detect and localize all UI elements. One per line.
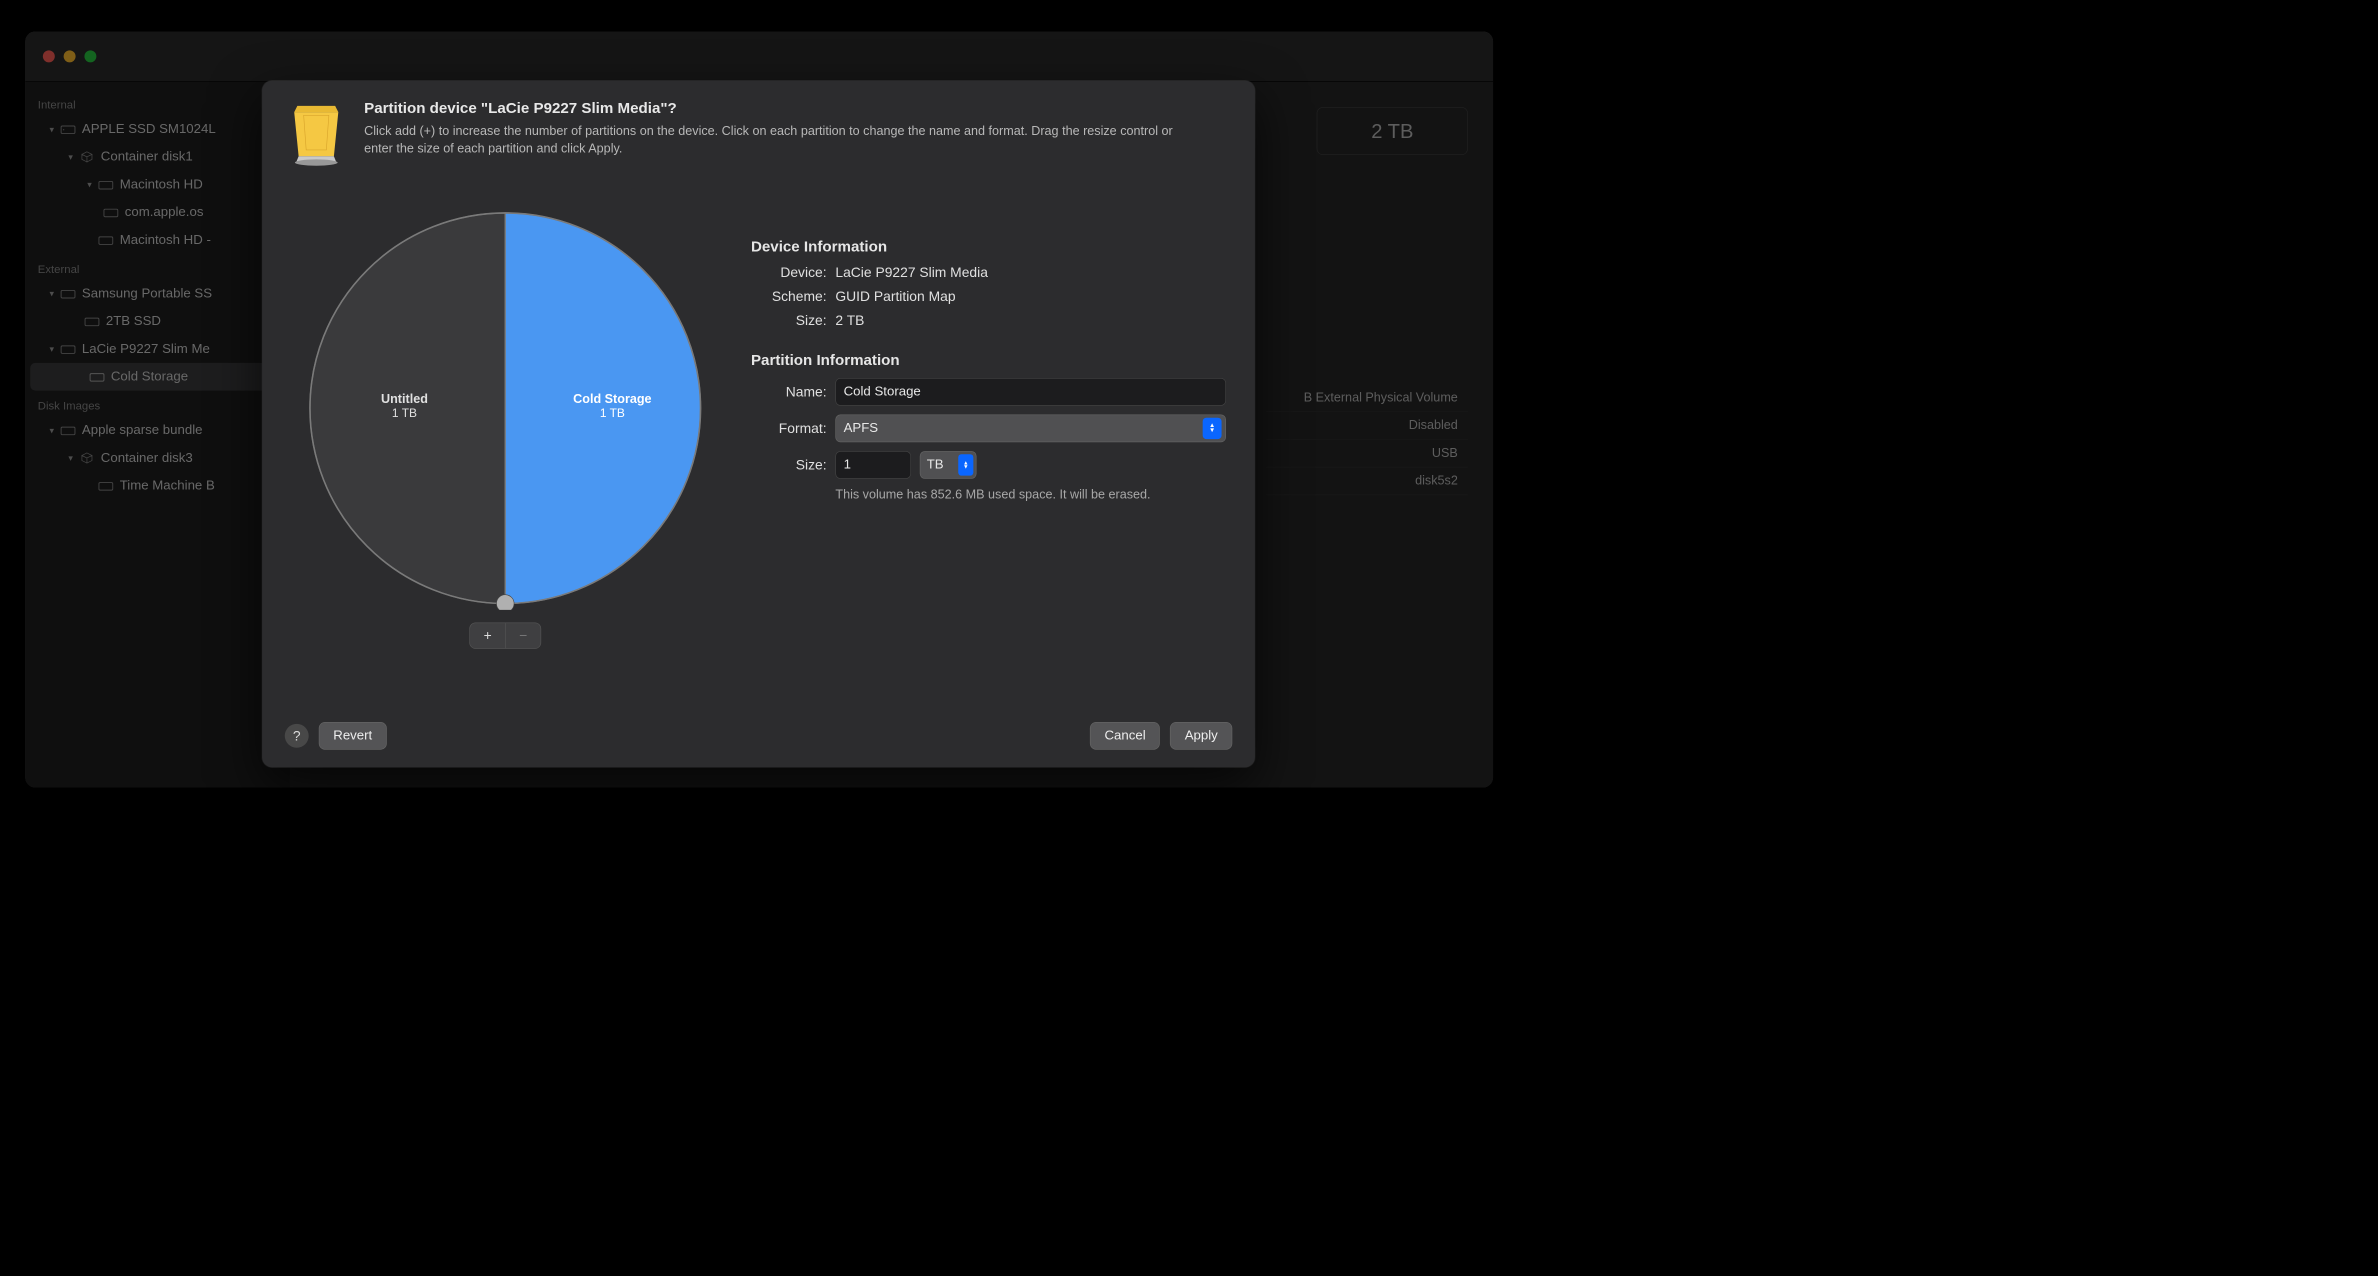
partition-name-input[interactable] (835, 378, 1226, 406)
device-info-heading: Device Information (751, 238, 1232, 256)
external-drive-icon (285, 100, 348, 169)
size-unit-select[interactable]: TB ▲▼ (920, 451, 977, 479)
dialog-title: Partition device "LaCie P9227 Slim Media… (364, 100, 1196, 118)
erase-hint: This volume has 852.6 MB used space. It … (835, 488, 1232, 502)
psize-label: Size: (751, 457, 827, 473)
device-value: LaCie P9227 Slim Media (835, 265, 988, 281)
select-arrows-icon: ▲▼ (1203, 418, 1222, 439)
size-label: Size: (751, 312, 827, 328)
cancel-button[interactable]: Cancel (1090, 722, 1160, 750)
scheme-label: Scheme: (751, 289, 827, 305)
dialog-description: Click add (+) to increase the number of … (364, 122, 1196, 157)
select-arrows-icon: ▲▼ (958, 454, 973, 475)
partition-pie[interactable]: Untitled 1 TB Cold Storage 1 TB (304, 207, 707, 610)
help-button[interactable]: ? (285, 724, 309, 748)
apply-button[interactable]: Apply (1170, 722, 1232, 750)
format-label: Format: (751, 420, 827, 436)
partition-size-input[interactable] (835, 451, 911, 479)
format-select[interactable]: APFS ▲▼ (835, 415, 1226, 443)
remove-partition-button[interactable]: − (505, 623, 540, 648)
device-label: Device: (751, 265, 827, 281)
add-partition-button[interactable]: + (470, 623, 505, 648)
revert-button[interactable]: Revert (319, 722, 387, 750)
scheme-value: GUID Partition Map (835, 289, 955, 305)
partition-info-heading: Partition Information (751, 352, 1232, 370)
size-value: 2 TB (835, 312, 864, 328)
partition-dialog: Partition device "LaCie P9227 Slim Media… (262, 81, 1255, 768)
name-label: Name: (751, 384, 827, 400)
add-remove-partition: + − (469, 622, 541, 648)
